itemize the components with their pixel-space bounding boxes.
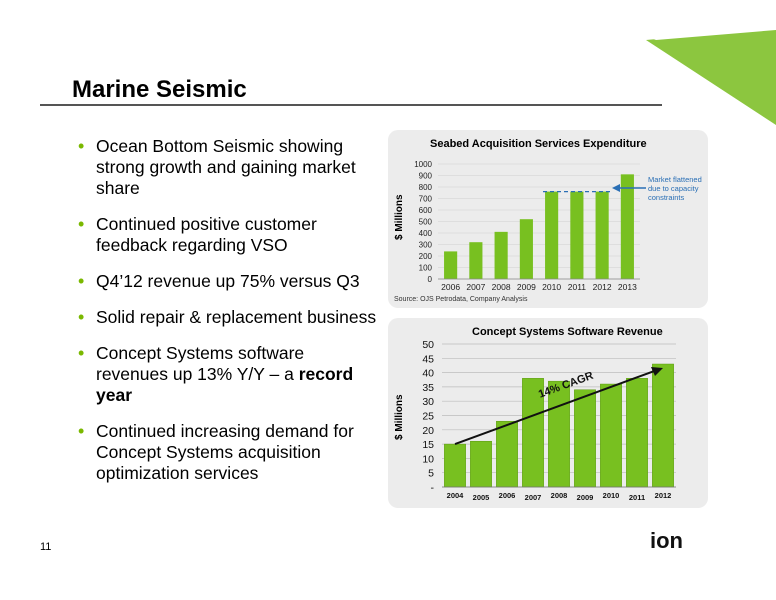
chart2-bar — [496, 420, 518, 488]
chart2-bar — [470, 440, 492, 488]
chart2-ytick-label: 35 — [422, 382, 434, 394]
chart1-source: Source: OJS Petrodata, Company Analysis — [394, 296, 528, 303]
bullet-dot-icon: • — [78, 421, 85, 441]
chart2-xtick-label: 2011 — [629, 493, 645, 502]
bullet-item: • Continued positive customer feedback re… — [78, 214, 317, 255]
chart1-annotation: Market flattened due to capacity constra… — [648, 175, 702, 202]
chart1-bar — [469, 242, 483, 279]
chart1-ytick-label: 800 — [419, 183, 433, 192]
chart1-xtick-label: 2010 — [542, 282, 561, 292]
chart2-bar — [652, 363, 674, 488]
bullet-item: • Concept Systems software revenues up 13… — [78, 343, 354, 405]
bullet-item: • Continued increasing demand for Concept… — [78, 421, 354, 483]
ion-logo: ion — [650, 530, 683, 552]
chart2-bar — [574, 389, 596, 488]
title-divider — [40, 104, 662, 106]
chart2-ytick-label: 15 — [422, 439, 434, 451]
chart2-ytick-label: 20 — [422, 425, 434, 437]
chart2-xtick-label: 2004 — [447, 491, 465, 500]
chart1-bar — [595, 191, 609, 279]
bullet-dot-icon: • — [78, 307, 85, 327]
chart2-ytick-label: - — [431, 482, 435, 494]
chart2-xtick-label: 2010 — [603, 491, 620, 500]
bullet-dot-icon: • — [78, 214, 85, 234]
chart1-bar — [570, 191, 584, 279]
chart1-arrowhead-icon — [612, 184, 620, 192]
chart1-ytick-label: 100 — [419, 264, 433, 273]
bullet-list: • Ocean Bottom Seismic showing strong gro… — [78, 136, 378, 499]
chart2-xtick-label: 2006 — [499, 491, 516, 500]
chart1-bar — [620, 174, 634, 279]
chart2-ytick-label: 10 — [422, 453, 434, 465]
chart1-xtick-label: 2013 — [618, 282, 637, 292]
chart2-bar — [600, 383, 622, 488]
chart2-ytick-label: 40 — [422, 368, 434, 380]
chart1-ytick-label: 1000 — [414, 160, 432, 169]
chart1-ytick-label: 900 — [419, 172, 433, 181]
chart1-xtick-label: 2007 — [466, 282, 485, 292]
chart1-ytick-label: 200 — [419, 252, 433, 261]
chart2-xtick-label: 2012 — [655, 491, 672, 500]
chart1-ytick-label: 500 — [419, 218, 433, 227]
bullet-bold-text: record year — [96, 364, 354, 405]
chart1-xtick-label: 2011 — [568, 282, 587, 292]
chart2-arrowhead-icon — [651, 367, 663, 377]
chart1-ytick-label: 0 — [428, 275, 433, 284]
chart1-bar — [545, 191, 559, 279]
chart2-bar — [626, 378, 648, 488]
chart1-ytick-label: 400 — [419, 229, 433, 238]
chart1-bar — [494, 231, 508, 279]
chart1-xtick-label: 2009 — [517, 282, 536, 292]
bullet-dot-icon: • — [78, 271, 85, 291]
ion-logo-text: ion — [650, 530, 683, 552]
chart2-ytick-label: 45 — [422, 353, 434, 365]
chart2-ytick-label: 5 — [428, 468, 434, 480]
bullet-item: • Solid repair & replacement business — [78, 307, 377, 327]
chart1-bar — [519, 219, 533, 279]
chart2-ytick-label: 50 — [422, 339, 434, 351]
chart2-ytick-label: 25 — [422, 411, 434, 423]
chart2-bar — [548, 380, 570, 488]
bullet-item: • Q4’12 revenue up 75% versus Q3 — [78, 271, 360, 291]
chart2-xtick-label: 2009 — [577, 493, 594, 502]
page-title: Marine Seismic — [72, 76, 247, 103]
chart1-ytick-label: 600 — [419, 206, 433, 215]
bullet-dot-icon: • — [78, 343, 85, 363]
chart1-ytick-label: 700 — [419, 195, 433, 204]
corner-decoration — [616, 0, 776, 125]
bullet-item: • Ocean Bottom Seismic showing strong gro… — [78, 136, 356, 198]
chart2-svg: - 5 10 15 20 25 30 35 40 45 50 2004 2005 2006 2007 2008… — [422, 339, 676, 502]
chart2-title: Concept Systems Software Revenue — [472, 326, 663, 338]
page-number: 11 — [40, 541, 52, 553]
chart2-xtick-label: 2005 — [473, 493, 490, 502]
chart2-ytick-label: 30 — [422, 396, 434, 408]
chart1-svg: 0 100 200 300 400 500 600 700 800 900 1000 2006 2007… — [414, 160, 646, 292]
chart1-xtick-label: 2012 — [593, 282, 612, 292]
chart2-xtick-label: 2007 — [525, 493, 542, 502]
bullet-dot-icon: • — [78, 136, 85, 156]
chart2-xtick-label: 2008 — [551, 491, 568, 500]
chart1-ytick-label: 300 — [419, 241, 433, 250]
chart1-xtick-label: 2006 — [441, 282, 460, 292]
chart1-bar — [444, 251, 458, 279]
chart2-cagr-arrow — [454, 369, 658, 446]
chart1-title: Seabed Acquisition Services Expenditure — [430, 138, 647, 150]
chart1-xtick-label: 2008 — [492, 282, 511, 292]
chart2-bar — [444, 443, 466, 488]
